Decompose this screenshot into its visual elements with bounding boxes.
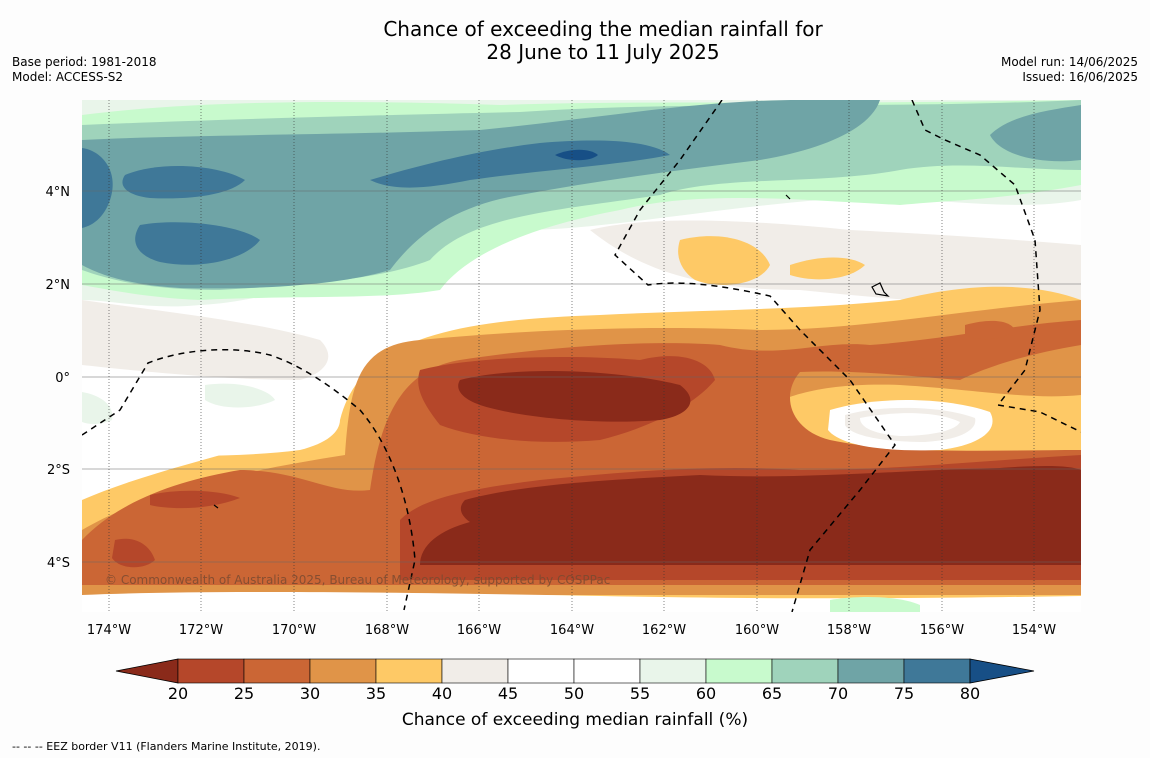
lat-label: 2°N (46, 278, 71, 293)
model-run: Model run: 14/06/2025 (1000, 55, 1138, 69)
contour-70-75-north (82, 100, 880, 289)
copyright-text: © Commonwealth of Australia 2025, Bureau… (105, 573, 610, 587)
colorbar-tick: 80 (959, 684, 981, 703)
colorbar-segment (375, 658, 443, 684)
colorbar-segment (177, 658, 245, 684)
colorbar-tick: 65 (761, 684, 783, 703)
colorbar-tick: 45 (497, 684, 519, 703)
colorbar-segment (243, 658, 311, 684)
contour-75-80-west (122, 165, 245, 199)
contour-75-80-central (370, 140, 670, 188)
colorbar-segment (771, 658, 839, 684)
colorbar-segment (441, 658, 509, 684)
base-period: Base period: 1981-2018 (12, 55, 157, 69)
colorbar-tick: 60 (695, 684, 717, 703)
colorbar-label: Chance of exceeding median rainfall (%) (401, 710, 749, 730)
contour-60-south (830, 597, 920, 612)
contour-white-west (82, 381, 340, 456)
meta-right: Model run: 14/06/2025 Issued: 16/06/2025 (1001, 55, 1138, 85)
colorbar-tick: 70 (827, 684, 849, 703)
lon-label: 174°W (87, 623, 131, 638)
colorbar-segment (573, 658, 641, 684)
colorbar-tick: 25 (233, 684, 255, 703)
lon-label: 160°W (735, 623, 779, 638)
island-outline (871, 282, 890, 297)
lon-label: 164°W (550, 623, 594, 638)
lat-label: 0° (55, 371, 70, 386)
island-outline (785, 194, 791, 200)
colorbar-segment (903, 658, 971, 684)
colorbar-tick: 30 (299, 684, 321, 703)
contour-below-20 (420, 370, 1081, 565)
colorbar-tick: 55 (629, 684, 651, 703)
contour-35-40-north2 (790, 257, 865, 280)
lon-label: 170°W (272, 623, 316, 638)
issued-date: Issued: 16/06/2025 (1022, 70, 1138, 84)
eez-border-line (614, 100, 896, 612)
colorbar-segment (639, 658, 707, 684)
title-line-1: Chance of exceeding the median rainfall … (383, 17, 823, 41)
lon-label: 156°W (920, 623, 964, 638)
chart-title: Chance of exceeding the median rainfall … (0, 18, 1150, 64)
contour-25-30-se (870, 352, 925, 370)
grid (82, 100, 1081, 612)
colorbar-tick: 35 (365, 684, 387, 703)
lat-label: 4°N (46, 185, 71, 200)
lon-label: 172°W (179, 623, 223, 638)
eez-borders (82, 100, 1081, 612)
model-name: Model: ACCESS-S2 (12, 70, 124, 84)
eez-border-line (911, 100, 1081, 433)
islands (213, 194, 890, 509)
title-line-2: 28 June to 11 July 2025 (486, 40, 720, 64)
lon-label: 162°W (642, 623, 686, 638)
colorbar-extend-low (115, 658, 179, 684)
eez-border-line (82, 348, 416, 611)
contour-35-40-north (678, 236, 770, 285)
colorbar-segment (309, 658, 377, 684)
colorbar-tick: 50 (563, 684, 585, 703)
colorbar-tick: 75 (893, 684, 915, 703)
contour-45-55-west (82, 300, 329, 380)
meta-left: Base period: 1981-2018 Model: ACCESS-S2 (12, 55, 157, 85)
lon-label: 158°W (827, 623, 871, 638)
island-outline (213, 504, 219, 509)
contour-70-75-northeast (990, 105, 1081, 162)
contour-field (82, 100, 1081, 612)
lon-label: 154°W (1012, 623, 1056, 638)
colorbar (115, 658, 1035, 684)
colorbar-extend-high (969, 658, 1035, 684)
lat-label: 4°S (47, 556, 70, 571)
contour-25-30-east (965, 320, 1015, 340)
contour-75-80-northwest (82, 148, 113, 228)
lat-axis-labels: 4°N 2°N 0° 2°S 4°S (46, 185, 71, 571)
lat-label: 2°S (47, 463, 70, 478)
lon-label: 168°W (365, 623, 409, 638)
colorbar-tick: 20 (167, 684, 189, 703)
contour-75-80-west2 (135, 222, 260, 265)
colorbar-segment (705, 658, 773, 684)
colorbar-segment (507, 658, 575, 684)
lon-axis-labels: 174°W 172°W 170°W 168°W 166°W 164°W 162°… (87, 623, 1056, 638)
colorbar-segment (837, 658, 905, 684)
contour-55-60-west (82, 383, 275, 425)
footer-note: -- -- -- EEZ border V11 (Flanders Marine… (12, 740, 321, 753)
lon-label: 166°W (457, 623, 501, 638)
colorbar-tick: 40 (431, 684, 453, 703)
contour-80-plus (555, 149, 598, 161)
